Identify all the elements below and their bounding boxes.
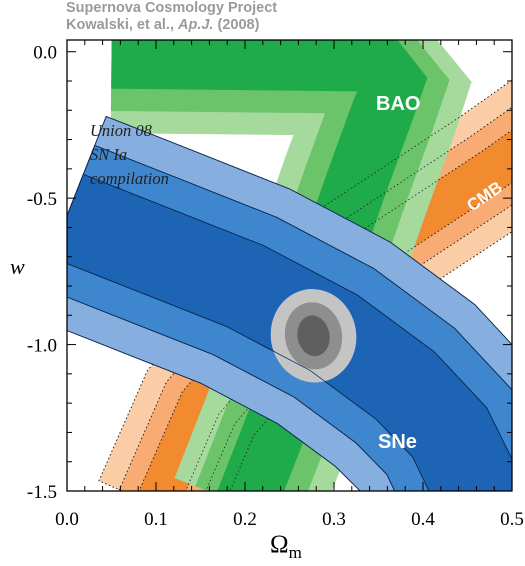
sne-contour-outline-3	[67, 173, 512, 491]
x-tick-label: 0.1	[144, 509, 168, 530]
plot-frame	[66, 39, 513, 492]
x-tick-label: 0.2	[233, 509, 257, 530]
bao-contour-3sigma	[111, 40, 428, 491]
y-tick-label: -1.5	[27, 482, 57, 503]
citation-year: (2008)	[213, 17, 260, 33]
credit-line-citation: Kowalski, et al., Ap.J. (2008)	[66, 17, 277, 34]
y-tick-label: -1.0	[27, 336, 57, 357]
figure-credit: Supernova Cosmology Project Kowalski, et…	[66, 0, 277, 34]
x-tick-labels: 0.0 0.1 0.2 0.3 0.4 0.5	[55, 509, 524, 530]
x-axis-title: Ωm	[270, 531, 302, 562]
annotation-line-2: SN Ia	[90, 145, 127, 164]
combined-contour-3sigma	[297, 315, 330, 357]
y-axis-title: w	[10, 254, 25, 279]
sne-label: SNe	[378, 431, 417, 453]
citation-journal: Ap.J.	[178, 17, 214, 33]
x-tick-label: 0.3	[322, 509, 346, 530]
sne-contour-outline-2	[67, 144, 512, 491]
confidence-regions	[67, 40, 512, 491]
x-tick-label: 0.4	[411, 509, 435, 530]
y-tick-label: -0.5	[27, 189, 57, 210]
bao-label: BAO	[376, 93, 420, 115]
x-axis-symbol: Ω	[270, 531, 289, 558]
x-tick-label: 0.5	[500, 509, 524, 530]
axis-ticks	[66, 40, 513, 492]
x-axis-subscript: m	[289, 543, 302, 562]
annotation-line-1: Union 08	[90, 121, 153, 140]
y-tick-label: 0.0	[33, 43, 57, 64]
credit-line-project: Supernova Cosmology Project	[66, 0, 278, 16]
annotation-line-3: compilation	[90, 169, 169, 188]
citation-authors: Kowalski, et al.,	[66, 17, 179, 33]
y-tick-labels: 0.0 -0.5 -1.0 -1.5	[27, 43, 57, 503]
sne-contour-outline-1	[67, 115, 512, 491]
x-tick-label: 0.0	[55, 509, 79, 530]
